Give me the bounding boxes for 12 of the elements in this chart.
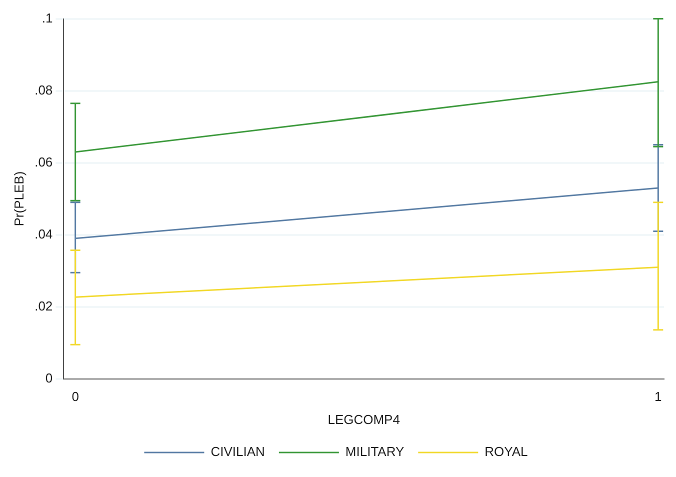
y-tick-label: .08 (34, 82, 53, 98)
legend-label: CIVILIAN (210, 444, 265, 460)
y-tick-label: .02 (34, 298, 53, 314)
x-axis-title: LEGCOMP4 (328, 412, 400, 427)
x-tick-label: 1 (654, 389, 662, 404)
y-tick-label: .1 (42, 10, 53, 26)
y-tick-label: .04 (34, 226, 53, 242)
legend-label: ROYAL (484, 444, 528, 460)
y-tick-label: .06 (34, 154, 53, 170)
y-tick-label: 0 (45, 370, 53, 386)
legend-label: MILITARY (345, 444, 404, 460)
y-axis-title: Pr(PLEB) (11, 171, 26, 226)
